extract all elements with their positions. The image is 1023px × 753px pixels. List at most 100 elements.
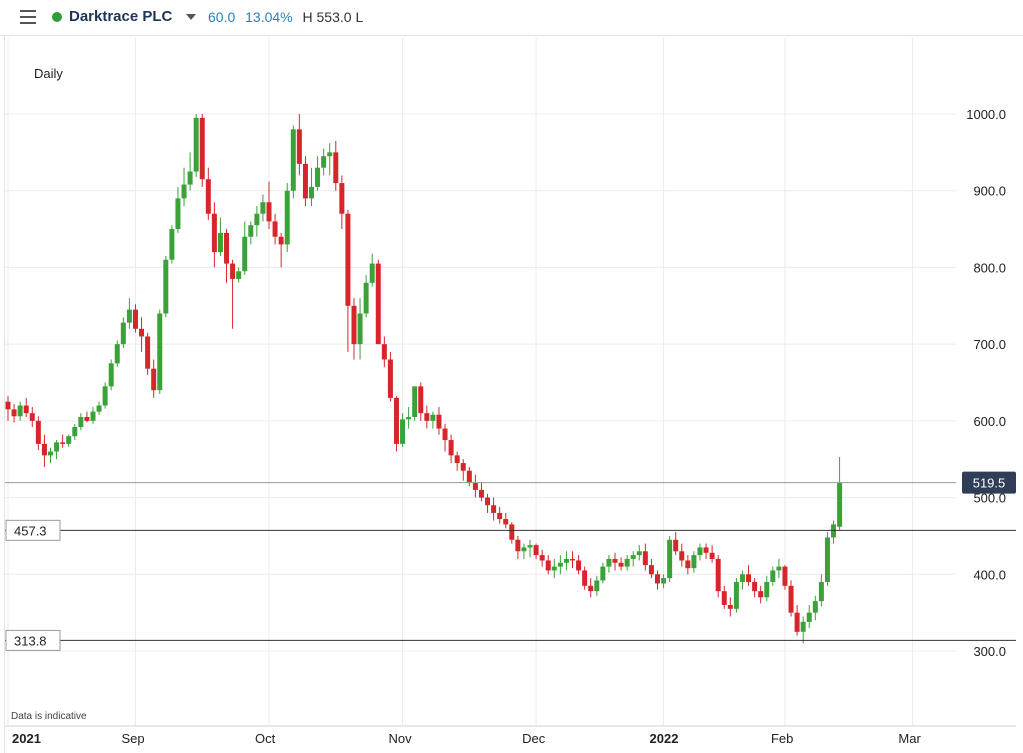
candle-body[interactable] xyxy=(11,409,17,417)
candle-body[interactable] xyxy=(217,232,223,253)
candle-body[interactable] xyxy=(642,551,648,566)
candle-body[interactable] xyxy=(78,417,84,427)
candle-body[interactable] xyxy=(606,558,612,567)
candle-body[interactable] xyxy=(90,411,96,421)
candle-body[interactable] xyxy=(242,236,248,272)
candle-body[interactable] xyxy=(60,442,66,444)
candle-body[interactable] xyxy=(406,417,412,420)
candle-body[interactable] xyxy=(661,578,667,584)
candle-body[interactable] xyxy=(794,612,800,632)
candle-body[interactable] xyxy=(302,163,308,199)
candle-body[interactable] xyxy=(691,555,697,569)
candle-body[interactable] xyxy=(224,232,230,264)
candle-body[interactable] xyxy=(211,213,217,253)
candle-body[interactable] xyxy=(831,524,837,538)
candle-body[interactable] xyxy=(533,545,539,556)
candle-body[interactable] xyxy=(503,519,509,525)
candle-body[interactable] xyxy=(387,359,393,398)
candle-body[interactable] xyxy=(448,440,454,456)
candle-body[interactable] xyxy=(460,463,466,471)
candle-body[interactable] xyxy=(296,129,302,164)
candle-body[interactable] xyxy=(375,263,381,345)
candle-body[interactable] xyxy=(715,558,721,592)
candle-body[interactable] xyxy=(703,547,709,553)
candle-body[interactable] xyxy=(782,566,788,586)
candle-body[interactable] xyxy=(321,156,327,168)
candle-body[interactable] xyxy=(351,305,357,345)
candle-body[interactable] xyxy=(436,414,442,429)
candle-body[interactable] xyxy=(157,313,163,391)
candle-body[interactable] xyxy=(454,455,460,464)
candle-body[interactable] xyxy=(120,322,126,345)
candle-body[interactable] xyxy=(381,344,387,360)
candle-body[interactable] xyxy=(345,213,351,306)
candle-body[interactable] xyxy=(497,512,503,520)
candle-body[interactable] xyxy=(363,282,369,314)
candle-body[interactable] xyxy=(721,591,727,605)
candle-body[interactable] xyxy=(442,428,448,441)
candle-body[interactable] xyxy=(290,129,296,191)
candle-body[interactable] xyxy=(576,560,582,571)
candle-body[interactable] xyxy=(309,186,314,199)
candle-body[interactable] xyxy=(824,537,830,582)
candle-body[interactable] xyxy=(126,309,132,323)
candle-body[interactable] xyxy=(266,202,272,222)
candle-body[interactable] xyxy=(491,505,497,513)
candle-body[interactable] xyxy=(163,259,169,314)
instrument-name[interactable]: Darktrace PLC xyxy=(69,8,173,25)
candle-body[interactable] xyxy=(132,309,138,329)
candle-body[interactable] xyxy=(485,497,491,506)
candle-body[interactable] xyxy=(181,184,187,199)
candle-body[interactable] xyxy=(102,386,108,406)
candle-body[interactable] xyxy=(72,426,78,437)
candle-body[interactable] xyxy=(315,167,321,187)
candle-body[interactable] xyxy=(806,612,812,622)
candle-body[interactable] xyxy=(108,363,114,387)
candle-body[interactable] xyxy=(630,555,636,559)
candle-body[interactable] xyxy=(17,405,23,417)
candle-body[interactable] xyxy=(236,271,242,279)
candle-body[interactable] xyxy=(412,386,418,418)
candle-body[interactable] xyxy=(472,482,478,490)
candle-body[interactable] xyxy=(539,555,545,561)
level-label-box[interactable] xyxy=(5,519,61,541)
chart-area[interactable] xyxy=(4,36,1021,753)
candle-body[interactable] xyxy=(66,436,72,444)
candle-body[interactable] xyxy=(746,574,752,582)
candle-body[interactable] xyxy=(35,420,41,444)
candle-body[interactable] xyxy=(654,574,660,584)
candle-body[interactable] xyxy=(709,552,715,559)
candle-body[interactable] xyxy=(800,621,806,632)
candle-body[interactable] xyxy=(41,443,47,456)
candle-body[interactable] xyxy=(357,313,363,345)
candle-body[interactable] xyxy=(418,386,424,414)
candle-body[interactable] xyxy=(648,565,654,575)
candle-body[interactable] xyxy=(570,558,576,561)
candle-body[interactable] xyxy=(770,570,776,582)
candle-body[interactable] xyxy=(818,581,824,602)
candle-body[interactable] xyxy=(679,551,685,561)
candle-body[interactable] xyxy=(400,419,406,444)
candle-body[interactable] xyxy=(193,117,199,172)
candle-body[interactable] xyxy=(254,213,260,226)
level-label-box[interactable] xyxy=(5,629,61,651)
candle-body[interactable] xyxy=(169,229,175,260)
candle-body[interactable] xyxy=(588,585,594,592)
candle-body[interactable] xyxy=(527,545,533,548)
candle-body[interactable] xyxy=(624,558,630,567)
candle-body[interactable] xyxy=(139,328,145,337)
candle-body[interactable] xyxy=(333,152,339,184)
candle-body[interactable] xyxy=(764,581,770,598)
candle-body[interactable] xyxy=(521,547,527,552)
candle-body[interactable] xyxy=(667,539,673,579)
candle-body[interactable] xyxy=(260,202,266,214)
candle-body[interactable] xyxy=(545,560,551,571)
candle-body[interactable] xyxy=(697,547,703,556)
candle-body[interactable] xyxy=(327,152,333,157)
candle-body[interactable] xyxy=(752,581,758,592)
candle-body[interactable] xyxy=(837,482,843,527)
candle-body[interactable] xyxy=(278,236,284,245)
candle-body[interactable] xyxy=(612,558,618,563)
candle-body[interactable] xyxy=(733,581,739,609)
